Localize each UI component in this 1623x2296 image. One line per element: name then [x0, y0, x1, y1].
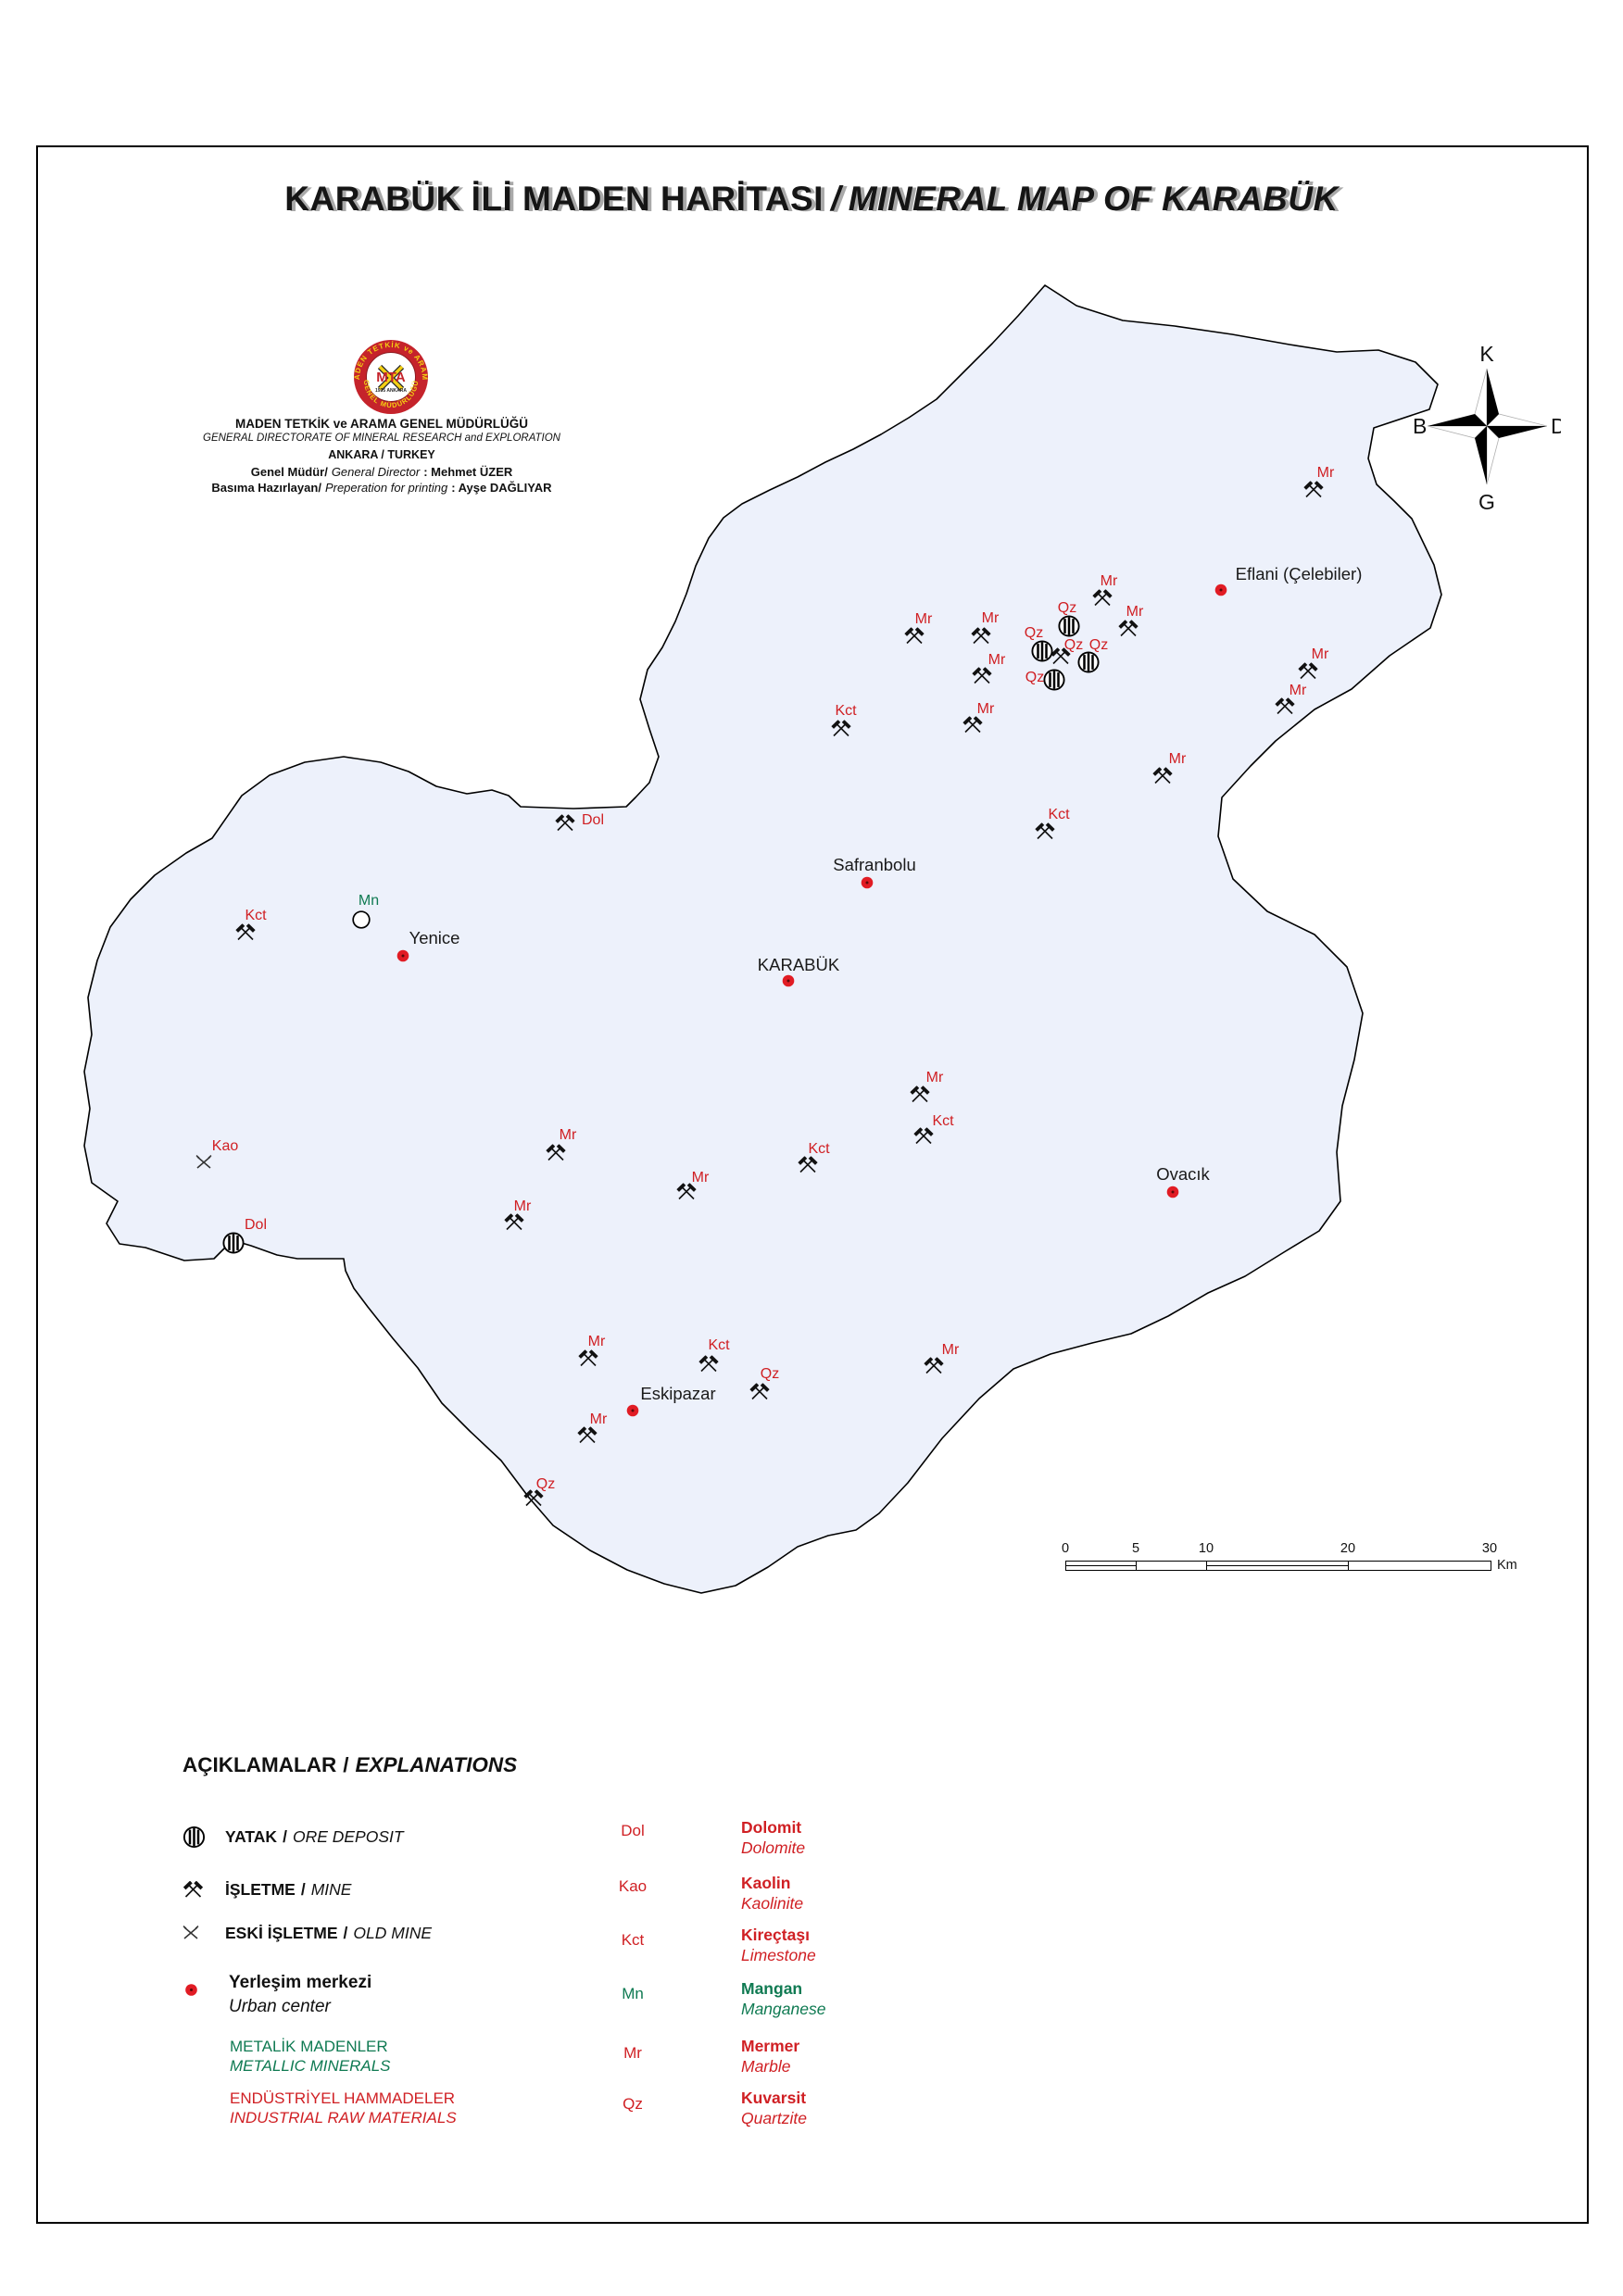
mineral-label: Kct: [1048, 807, 1070, 822]
mineral-name: Kuvarsit Quartzite: [741, 2089, 807, 2128]
urban-center-label: Yerleşim merkezi Urban center: [229, 1973, 372, 2016]
mineral-code: Mn: [622, 1985, 644, 2002]
mineral-label: Kct: [932, 1113, 954, 1129]
legend-header: AÇIKLAMALAR / EXPLANATIONS: [182, 1753, 518, 1776]
mineral-code: Kct: [621, 1931, 645, 1949]
compass-north-label: K: [1479, 342, 1494, 366]
mineral-label: Mr: [559, 1127, 577, 1143]
page-title: KARABÜK İLİ MADEN HARİTASI / MINERAL MAP O…: [0, 180, 1623, 219]
mineral-label: Mn: [358, 893, 380, 909]
mineral-code: Kao: [618, 1877, 648, 1895]
scale-tick: 5: [1131, 1541, 1140, 1556]
city-label: Safranbolu: [833, 855, 916, 874]
mineral-name: Kaolin Kaolinite: [741, 1874, 804, 1913]
title-separator: /: [830, 180, 841, 218]
province-outline: [83, 284, 1442, 1594]
city-label: Ovacık: [1156, 1164, 1210, 1184]
mineral-label: Kct: [245, 908, 267, 923]
legend-row-mine: İŞLETME / MINE: [182, 1876, 351, 1903]
compass-rose-icon: K D G B: [1413, 342, 1561, 514]
mineral-code: Qz: [623, 2095, 643, 2113]
scale-tick: 10: [1198, 1541, 1214, 1556]
mineral-name: Kireçtaşı Limestone: [741, 1926, 816, 1965]
mineral-label: Dol: [244, 1217, 268, 1233]
mineral-label: Kct: [808, 1141, 830, 1157]
compass-east-label: D: [1551, 414, 1561, 438]
mineral-label: Mr: [988, 652, 1006, 668]
city-label: Yenice: [409, 928, 460, 947]
mineral-label: Qz: [1088, 637, 1109, 653]
scale-bar-segments: [1065, 1561, 1491, 1571]
title-english: MINERAL MAP OF KARABÜK: [848, 180, 1339, 218]
mineral-label: Mr: [1289, 683, 1307, 698]
mineral-name: Mangan Manganese: [741, 1979, 826, 2019]
printing-credit: Basıma Hazırlayan/Preperation for printi…: [211, 481, 552, 496]
mineral-label: Mr: [1168, 751, 1187, 767]
page-frame: [36, 145, 1589, 2224]
mineral-code: Dol: [621, 1822, 645, 1839]
urban-center-icon: [184, 1983, 227, 1997]
scale-bar: 0 5 10 20 30 Km: [1062, 1541, 1547, 1578]
mineral-label: Mr: [1316, 465, 1335, 481]
mineral-label: Qz: [1024, 625, 1044, 641]
publisher-location: ANKARA / TURKEY: [328, 447, 435, 461]
mineral-label: Mr: [1311, 646, 1329, 662]
mineral-label: Qz: [1063, 637, 1084, 653]
mineral-label: Mr: [941, 1342, 960, 1358]
mine-icon: [182, 1880, 225, 1899]
mineral-label: Qz: [535, 1476, 556, 1492]
mineral-label: Mr: [976, 701, 995, 717]
city-label: Eskipazar: [640, 1384, 716, 1403]
industrial-raw-materials-label: ENDÜSTRİYEL HAMMADELER INDUSTRIAL RAW MA…: [230, 2089, 457, 2127]
mineral-label: Mr: [589, 1411, 608, 1427]
mineral-label: Qz: [1025, 670, 1045, 685]
publisher-name-tr: MADEN TETKİK ve ARAMA GENEL MÜDÜRLÜĞÜ: [234, 417, 528, 431]
mineral-label: Kct: [835, 703, 857, 719]
mineral-label: Mr: [691, 1170, 710, 1186]
mineral-code: Mr: [623, 2044, 642, 2062]
mineral-label: Mr: [981, 610, 1000, 626]
mineral-label: Kct: [708, 1337, 730, 1353]
mineral-name: Mermer Marble: [741, 2037, 800, 2076]
mineral-label: Mr: [1126, 604, 1144, 620]
scale-tick: 30: [1481, 1541, 1498, 1556]
mineral-label: Mr: [914, 611, 933, 627]
metallic-minerals-label: METALİK MADENLER METALLIC MINERALS: [230, 2038, 391, 2075]
mineral-label: Mr: [1100, 573, 1118, 589]
mineral-label: Qz: [1057, 600, 1077, 616]
logo-mta-text: MTA: [376, 370, 406, 385]
legend-row-ore-deposit: YATAK / ORE DEPOSIT: [182, 1823, 404, 1851]
mineral-label: Qz: [760, 1366, 780, 1382]
mineral-label: Mr: [587, 1334, 606, 1349]
scale-tick: 0: [1061, 1541, 1070, 1556]
mineral-label: Kao: [211, 1138, 239, 1154]
mta-logo: MADEN TETKİK ve ARAMA GENEL MÜDÜRLÜĞÜ MT…: [352, 338, 428, 414]
mineral-label: Dol: [581, 812, 605, 828]
publisher-name-en: GENERAL DIRECTORATE OF MINERAL RESEARCH …: [203, 432, 560, 444]
scale-unit: Km: [1497, 1558, 1517, 1573]
mineral-label: Mr: [925, 1070, 944, 1085]
legend-row-old-mine: ESKİ İŞLETME / OLD MINE: [182, 1919, 432, 1947]
legend-row-urban-center: [184, 1976, 227, 2003]
old-mine-icon: [182, 1925, 225, 1941]
mineral-name: Dolomit Dolomite: [741, 1818, 806, 1858]
compass-south-label: G: [1478, 490, 1495, 514]
city-label: Eflani (Çelebiler): [1235, 564, 1363, 583]
director-credit: Genel Müdür/General Director: Mehmet ÜZE…: [250, 465, 513, 480]
title-turkish: KARABÜK İLİ MADEN HARİTASI: [284, 180, 824, 218]
city-label: KARABÜK: [757, 955, 840, 974]
mineral-label: Mr: [513, 1198, 532, 1214]
ore-deposit-icon: [182, 1826, 225, 1849]
scale-tick: 20: [1340, 1541, 1356, 1556]
publisher-credits: MADEN TETKİK ve ARAMA GENEL MÜDÜRLÜĞÜ GE…: [104, 417, 660, 496]
logo-year: 1935 ANKARA: [375, 388, 407, 394]
compass-west-label: B: [1413, 414, 1427, 438]
